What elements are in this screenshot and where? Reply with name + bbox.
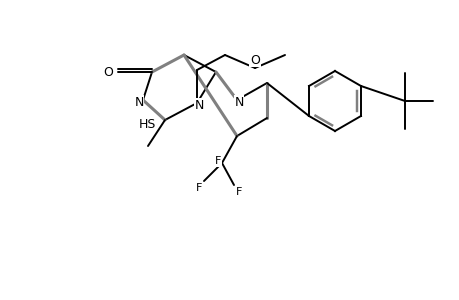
Text: O: O	[250, 53, 259, 67]
Text: O: O	[103, 65, 113, 79]
Text: F: F	[214, 156, 221, 166]
Text: HS: HS	[138, 118, 155, 131]
Text: F: F	[235, 187, 241, 197]
Text: F: F	[196, 183, 202, 193]
Text: N: N	[134, 95, 143, 109]
Text: N: N	[234, 95, 243, 109]
Text: N: N	[194, 98, 203, 112]
